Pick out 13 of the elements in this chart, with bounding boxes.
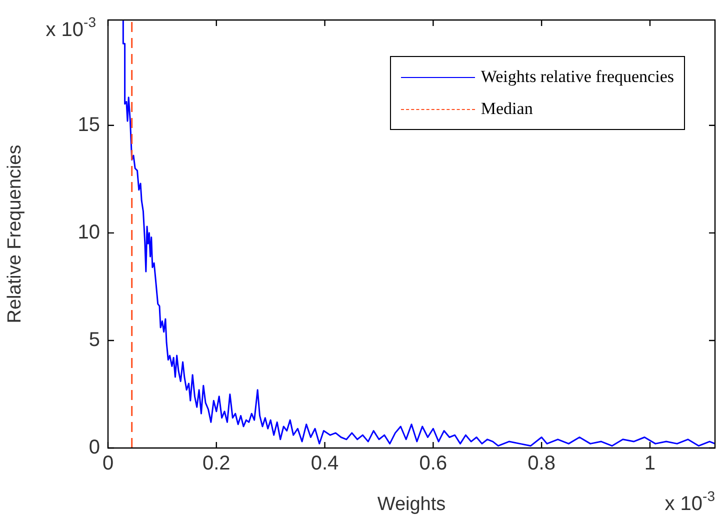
x-tick-label: 0.6: [419, 452, 448, 475]
y-axis-title: Relative Frequencies: [4, 144, 26, 324]
y-tick-label: 0: [88, 436, 100, 459]
x-tick-label: 0.8: [528, 452, 556, 475]
legend-label: Median: [480, 99, 533, 119]
x-tick-label: 0.2: [202, 452, 230, 475]
y-tick-label: 5: [88, 328, 100, 351]
x-axis-title: Weights: [377, 494, 446, 515]
y-tick-label: 10: [78, 221, 100, 244]
x-tick-label: 1: [644, 452, 656, 475]
y-tick-label: 15: [78, 114, 100, 136]
legend-label: Weights relative frequencies: [480, 67, 674, 87]
x-tick-label: 0.4: [310, 452, 339, 475]
